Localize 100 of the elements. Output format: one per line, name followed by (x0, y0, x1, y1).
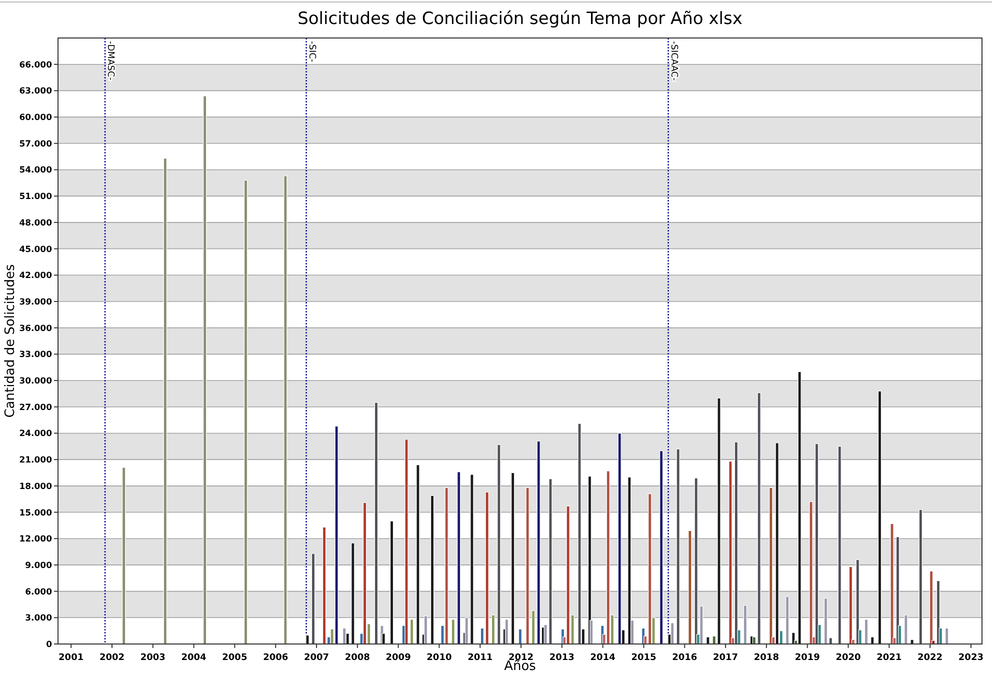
bar (531, 610, 536, 644)
ref-line-label: -DMASC- (105, 41, 116, 80)
bar (838, 446, 842, 644)
y-tick-label: 21.000 (19, 456, 52, 466)
x-tick-label: 2018 (754, 653, 779, 663)
bar (870, 636, 874, 644)
y-tick-label: 63.000 (19, 86, 52, 97)
bar (688, 530, 692, 644)
y-tick-label: 12.000 (19, 534, 52, 545)
y-tick-label: 45.000 (19, 244, 52, 255)
x-tick-label: 2017 (713, 653, 738, 663)
bar (809, 501, 813, 644)
x-tick-label: 2016 (672, 653, 698, 663)
y-tick-label: 39.000 (19, 297, 52, 308)
chart-title: Solicitudes de Conciliación según Tema por Año xlsx (298, 9, 742, 29)
x-tick-label: 2005 (222, 653, 248, 663)
y-tick-label: 27.000 (19, 402, 52, 413)
bar (284, 176, 288, 644)
bar (864, 619, 868, 644)
bar (536, 440, 540, 644)
bar (618, 432, 622, 644)
y-tick-label: 3.000 (25, 614, 52, 624)
x-axis-title: Años (504, 659, 536, 674)
y-tick-label: 66.000 (19, 60, 52, 70)
x-tick-label: 2004 (181, 653, 206, 663)
bar (163, 158, 167, 644)
bar (342, 628, 346, 644)
bar (856, 559, 860, 644)
x-tick-label: 2015 (631, 653, 656, 663)
bar (451, 619, 455, 644)
y-tick-label: 51.000 (19, 192, 52, 202)
bar (918, 509, 922, 644)
bar (122, 467, 126, 644)
bar (814, 443, 819, 644)
x-tick-label: 2001 (58, 653, 84, 663)
bar (444, 487, 448, 644)
x-tick-label: 2019 (794, 653, 820, 663)
x-tick-label: 2003 (140, 653, 166, 663)
bar (769, 487, 773, 644)
y-tick-label: 42.000 (19, 271, 52, 282)
bar (848, 566, 852, 644)
y-tick-label: 9.000 (25, 560, 52, 571)
x-tick-label: 2011 (468, 653, 493, 663)
x-tick-label: 2021 (876, 653, 902, 663)
y-tick-label: 0 (46, 640, 52, 650)
bar (798, 371, 802, 644)
bar (734, 442, 738, 644)
bar (628, 476, 632, 644)
y-tick-label: 36.000 (19, 324, 52, 334)
bar (244, 180, 248, 644)
bar (416, 464, 420, 644)
bar (491, 614, 496, 644)
y-tick-label: 48.000 (19, 218, 52, 228)
bar (676, 448, 680, 644)
y-tick-label: 24.000 (19, 429, 52, 440)
bar (203, 96, 207, 644)
bar (311, 553, 316, 644)
y-tick-label: 54.000 (19, 166, 52, 176)
x-tick-label: 2008 (344, 653, 370, 663)
ref-line-label: -SICAAC- (668, 41, 678, 81)
bar (792, 632, 796, 644)
y-axis-title: Cantidad de Solicitudes (3, 264, 18, 418)
bar (929, 570, 934, 644)
bar (504, 619, 509, 644)
bar (910, 639, 914, 644)
bar (578, 423, 582, 644)
bar (511, 472, 515, 644)
x-tick-label: 2010 (426, 653, 452, 663)
bar (706, 636, 710, 644)
bar (430, 495, 434, 644)
x-tick-label: 2009 (386, 653, 411, 663)
y-tick-label: 15.000 (19, 508, 52, 518)
bar (526, 487, 530, 644)
x-tick-label: 2013 (549, 653, 574, 663)
bar (424, 616, 428, 644)
bar (322, 526, 326, 644)
bar (457, 472, 461, 644)
y-tick-label: 33.000 (19, 350, 52, 360)
bar (670, 622, 674, 644)
x-tick-label: 2006 (263, 653, 288, 663)
x-tick-label: 2007 (304, 653, 330, 663)
bar (728, 461, 732, 644)
y-tick-label: 60.000 (19, 113, 52, 124)
bar (497, 444, 501, 644)
bar (743, 605, 747, 644)
x-tick-label: 2020 (836, 653, 861, 663)
x-tick-label: 2002 (99, 653, 125, 663)
bar (878, 390, 882, 644)
bar (945, 628, 949, 644)
x-tick-label: 2022 (918, 653, 943, 663)
bar (362, 502, 367, 644)
bar (786, 596, 790, 644)
y-tick-label: 6.000 (25, 587, 52, 598)
bar (390, 520, 394, 644)
x-tick-label: 2023 (958, 653, 984, 663)
bar (306, 634, 310, 644)
bar (775, 442, 779, 644)
y-tick-label: 18.000 (19, 482, 52, 492)
x-tick-label: 2014 (590, 653, 616, 663)
y-tick-label: 57.000 (19, 139, 52, 150)
